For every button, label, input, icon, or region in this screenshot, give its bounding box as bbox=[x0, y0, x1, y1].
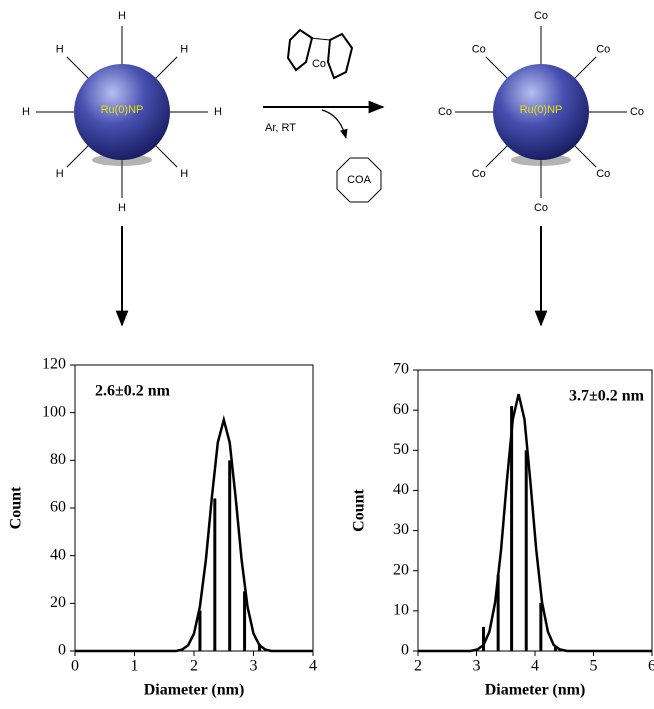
y-tick-label: 20 bbox=[393, 561, 409, 578]
ligand: H bbox=[214, 106, 222, 118]
y-tick-label: 50 bbox=[393, 441, 409, 458]
catalyst: Co bbox=[312, 58, 326, 70]
ligand: Co bbox=[534, 10, 548, 22]
fit-curve bbox=[418, 393, 652, 653]
annotation: 3.7±0.2 nm bbox=[569, 388, 645, 405]
byproduct-arrow bbox=[321, 109, 348, 139]
y-tick-label: 10 bbox=[393, 602, 409, 619]
bar bbox=[510, 406, 514, 651]
y-tick-label: 60 bbox=[50, 499, 66, 516]
y-tick-label: 70 bbox=[393, 361, 409, 378]
y-axis-label: Count bbox=[8, 486, 25, 529]
ligand: Co bbox=[472, 168, 486, 180]
bar bbox=[198, 610, 202, 651]
plot-frame bbox=[417, 369, 653, 652]
x-tick-label: 2 bbox=[190, 658, 198, 675]
fit-curve bbox=[75, 414, 313, 653]
bar bbox=[243, 591, 247, 651]
octagon bbox=[336, 157, 382, 203]
y-tick-label: 30 bbox=[393, 521, 409, 538]
particle-label: Ru(0)NP bbox=[520, 104, 563, 116]
ligand: H bbox=[180, 168, 188, 180]
y-tick-label: 60 bbox=[393, 401, 409, 418]
nanoparticle bbox=[493, 64, 589, 160]
ligand: Co bbox=[472, 44, 486, 56]
bond bbox=[66, 143, 91, 168]
ligand: Co bbox=[534, 202, 548, 214]
bond bbox=[66, 56, 91, 81]
x-tick-label: 3 bbox=[473, 658, 481, 675]
ligand: H bbox=[56, 44, 64, 56]
ligand: Co bbox=[596, 44, 610, 56]
y-tick-label: 0 bbox=[401, 642, 409, 659]
ligand: H bbox=[22, 106, 30, 118]
ligand: Co bbox=[630, 106, 644, 118]
nanoparticle bbox=[74, 64, 170, 160]
bar bbox=[496, 574, 500, 651]
x-tick-label: 3 bbox=[250, 658, 258, 675]
y-tick-label: 20 bbox=[50, 594, 66, 611]
y-tick-label: 100 bbox=[42, 403, 66, 420]
x-tick-label: 5 bbox=[590, 658, 598, 675]
ligand: H bbox=[56, 168, 64, 180]
byproduct: COA bbox=[347, 174, 372, 186]
particle-label: Ru(0)NP bbox=[101, 104, 144, 116]
x-tick-label: 0 bbox=[71, 658, 79, 675]
x-tick-label: 4 bbox=[531, 658, 539, 675]
ligand: H bbox=[180, 44, 188, 56]
ligand: Co bbox=[438, 106, 452, 118]
annotation: 2.6±0.2 nm bbox=[95, 383, 171, 400]
bar bbox=[213, 498, 217, 651]
bar bbox=[553, 646, 557, 651]
ligand: Co bbox=[596, 168, 610, 180]
bar bbox=[228, 460, 232, 651]
x-tick-label: 2 bbox=[414, 658, 422, 675]
bar bbox=[539, 602, 543, 651]
bar bbox=[257, 643, 261, 651]
x-tick-label: 1 bbox=[131, 658, 139, 675]
x-axis-label: Diameter (nm) bbox=[485, 682, 586, 699]
bond bbox=[153, 143, 178, 168]
y-tick-label: 120 bbox=[42, 356, 66, 373]
bond bbox=[485, 143, 510, 168]
plot-frame bbox=[74, 364, 314, 652]
conditions: Ar, RT bbox=[265, 122, 296, 134]
ligand: H bbox=[118, 202, 126, 214]
x-tick-label: 6 bbox=[648, 658, 654, 675]
y-tick-label: 80 bbox=[50, 451, 66, 468]
y-tick-label: 0 bbox=[58, 642, 66, 659]
bar bbox=[482, 626, 486, 651]
y-tick-label: 40 bbox=[50, 546, 66, 563]
catalyst-drawing bbox=[286, 28, 354, 80]
ligand: H bbox=[118, 10, 126, 22]
bond bbox=[153, 56, 178, 81]
bond bbox=[572, 143, 597, 168]
bond bbox=[572, 56, 597, 81]
x-axis-label: Diameter (nm) bbox=[144, 682, 245, 699]
bar bbox=[524, 450, 528, 651]
y-tick-label: 40 bbox=[393, 481, 409, 498]
x-tick-label: 4 bbox=[309, 658, 317, 675]
bond bbox=[485, 56, 510, 81]
y-axis-label: Count bbox=[351, 488, 368, 531]
